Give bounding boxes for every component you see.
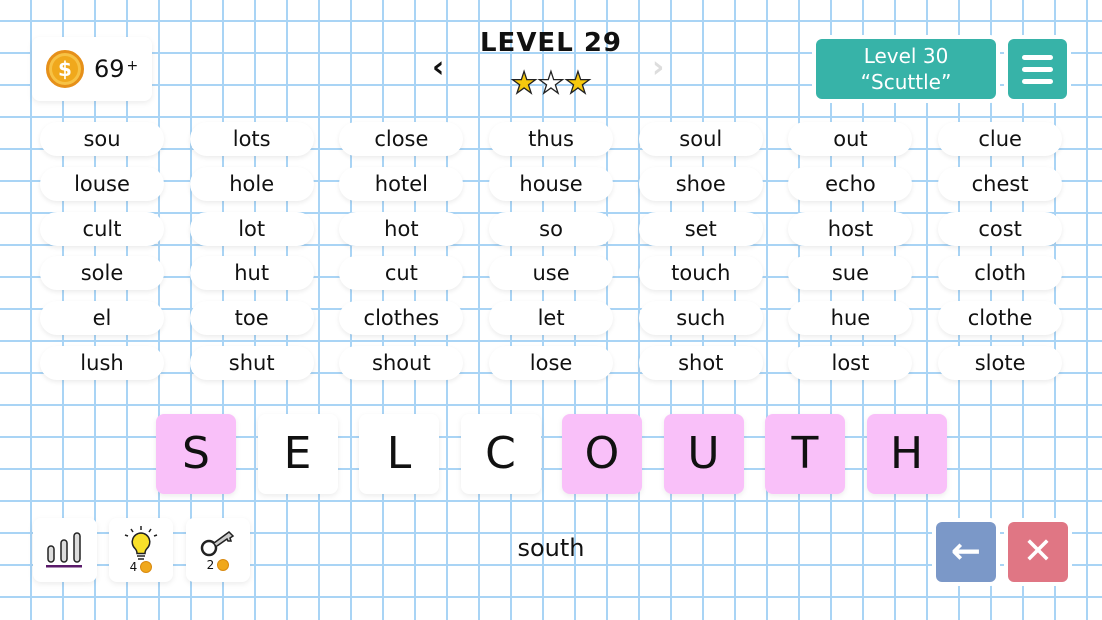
star-filled-icon: ★ (564, 66, 592, 101)
found-word: lose (489, 345, 614, 380)
star-empty-icon: ★ (537, 66, 565, 101)
found-word: lot (189, 211, 314, 246)
next-level-button[interactable]: Level 30 “Scuttle” (816, 39, 996, 99)
letter-tile[interactable]: C (460, 414, 541, 494)
found-word: toe (189, 301, 314, 336)
found-word: echo (788, 166, 913, 201)
found-word: cloth (938, 256, 1063, 291)
found-word: lots (189, 122, 314, 156)
next-level-chevron-icon: › (652, 50, 665, 85)
found-word: house (489, 166, 614, 201)
found-word: shut (189, 345, 314, 380)
star-rating: ★ ★ ★ (500, 66, 602, 101)
star-filled-icon: ★ (510, 66, 538, 101)
next-level-name: “Scuttle” (860, 70, 952, 94)
found-word: close (339, 122, 464, 156)
found-word: out (788, 122, 913, 156)
found-word: el (40, 301, 164, 336)
found-word: shot (638, 345, 763, 380)
found-word: cost (938, 211, 1063, 246)
found-word: louse (40, 166, 164, 201)
clear-close-icon[interactable]: ✕ (1008, 522, 1068, 582)
found-word: touch (638, 256, 763, 291)
found-word: soul (638, 122, 763, 156)
found-word: such (638, 301, 763, 336)
key-cost: 2 (206, 558, 215, 572)
backspace-arrow-left-icon[interactable]: ← (936, 522, 996, 582)
found-words-grid: sou lots close thus soul out clue louse hole hote… (40, 122, 1063, 380)
coin-icon (217, 559, 230, 571)
level-title: LEVEL 29 (479, 28, 622, 58)
previous-level-chevron-icon[interactable]: ‹ (432, 50, 445, 85)
found-word: clue (938, 122, 1063, 156)
found-word: cult (40, 211, 164, 246)
found-word: so (489, 211, 614, 246)
found-word: thus (489, 122, 614, 156)
key-button[interactable]: 2 (186, 518, 250, 582)
found-word: let (489, 301, 614, 336)
key-icon (200, 531, 235, 557)
found-word: lush (40, 345, 164, 380)
letter-tile[interactable]: T (765, 414, 845, 494)
coin-icon (140, 561, 153, 573)
found-word: host (788, 211, 913, 246)
lightbulb-icon (124, 526, 158, 560)
found-word: clothe (938, 301, 1063, 336)
found-word: hue (788, 301, 913, 336)
current-word: south (517, 534, 585, 562)
hint-button[interactable]: 4 (109, 518, 173, 582)
found-word: shoe (638, 166, 763, 201)
found-word: hut (189, 256, 314, 291)
next-level-label: Level 30 (863, 44, 949, 68)
letter-tile[interactable]: L (359, 414, 439, 494)
letter-tile[interactable]: U (663, 414, 744, 494)
found-word: sole (40, 256, 164, 291)
add-coins-plus[interactable]: + (126, 58, 139, 74)
found-word: set (638, 211, 763, 246)
found-word: hot (339, 211, 464, 246)
stats-button[interactable] (33, 518, 97, 582)
letter-tile[interactable]: S (156, 414, 236, 494)
letter-tile[interactable]: E (257, 414, 338, 494)
found-word: shout (339, 345, 464, 380)
found-word: use (489, 256, 614, 291)
found-word: hotel (339, 166, 464, 201)
found-word: clothes (339, 301, 464, 336)
dollar-coin-icon: $ (46, 50, 84, 88)
found-word: sue (788, 256, 913, 291)
menu-hamburger-icon[interactable] (1008, 39, 1067, 99)
found-word: lost (788, 345, 913, 380)
found-word: cut (339, 256, 464, 291)
hint-cost: 4 (129, 560, 138, 574)
found-word: slote (938, 345, 1063, 380)
found-word: chest (938, 166, 1063, 201)
bar-chart-icon (46, 532, 82, 568)
letter-tile[interactable]: O (562, 414, 642, 494)
found-word: hole (189, 166, 314, 201)
coin-counter[interactable]: $ 69 + (32, 37, 152, 101)
letter-tile[interactable]: H (866, 414, 947, 494)
found-word: sou (40, 122, 164, 156)
coin-count: 69 (94, 55, 125, 83)
